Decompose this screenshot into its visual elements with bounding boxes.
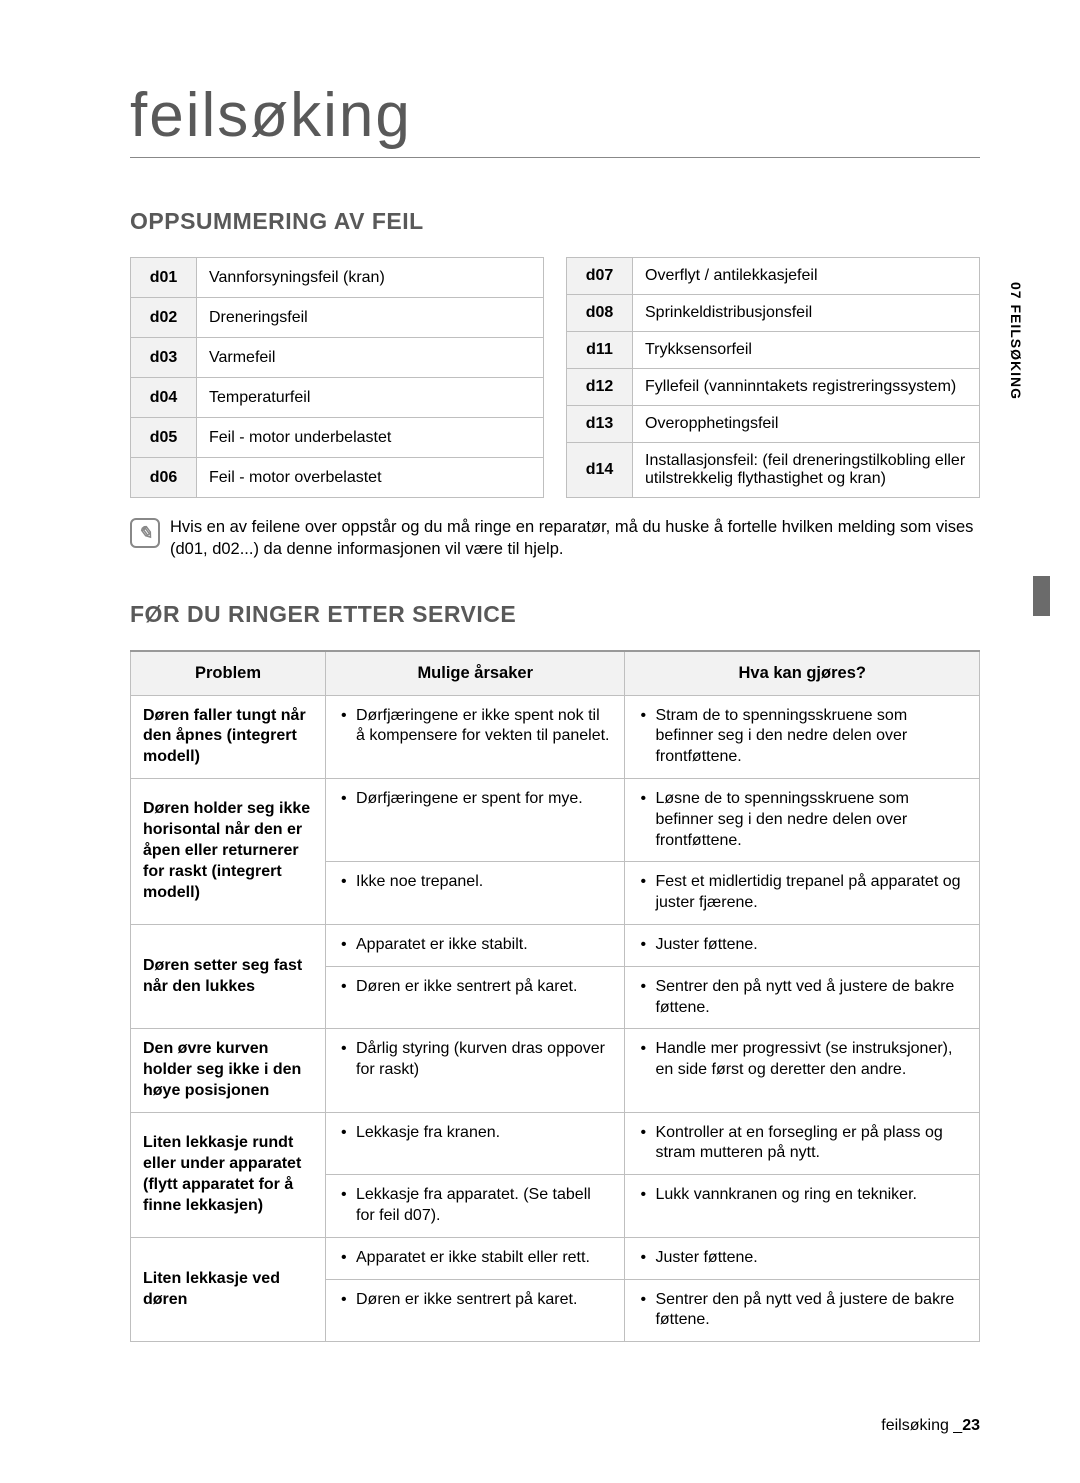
error-desc: Vannforsyningsfeil (kran): [197, 258, 544, 298]
error-desc: Fyllefeil (vanninntakets registreringssy…: [633, 369, 980, 406]
service-cause: Apparatet er ikke stabilt eller rett.: [326, 1237, 625, 1279]
side-chapter-tab: 07 FEILSØKING: [1008, 282, 1024, 400]
error-table-left: d01Vannforsyningsfeil (kran)d02Drenering…: [130, 257, 544, 498]
service-cause: Lekkasje fra apparatet. (Se tabell for f…: [326, 1175, 625, 1238]
service-cause: Ikke noe trepanel.: [326, 862, 625, 925]
service-problem: Døren holder seg ikke horisontal når den…: [131, 778, 326, 924]
error-code: d07: [567, 258, 633, 295]
service-action: Sentrer den på nytt ved å justere de bak…: [625, 966, 980, 1029]
col-problem: Problem: [131, 651, 326, 696]
error-row: d06Feil - motor overbelastet: [131, 458, 544, 498]
error-code: d01: [131, 258, 197, 298]
service-action: Handle mer progressivt (se instruksjoner…: [625, 1029, 980, 1112]
service-row: Liten lekkasje rundt eller under apparat…: [131, 1112, 980, 1175]
service-problem: Den øvre kurven holder seg ikke i den hø…: [131, 1029, 326, 1112]
service-action: Løsne de to spenningsskruene som befinne…: [625, 778, 980, 861]
error-desc: Installasjonsfeil: (feil dreneringstilko…: [633, 443, 980, 498]
service-problem: Liten lekkasje ved døren: [131, 1237, 326, 1341]
error-code-tables: d01Vannforsyningsfeil (kran)d02Drenering…: [130, 257, 980, 498]
error-row: d12Fyllefeil (vanninntakets registrering…: [567, 369, 980, 406]
error-code: d11: [567, 332, 633, 369]
error-desc: Feil - motor overbelastet: [197, 458, 544, 498]
error-row: d13Overopphetingsfeil: [567, 406, 980, 443]
service-row: Den øvre kurven holder seg ikke i den hø…: [131, 1029, 980, 1112]
note-text: Hvis en av feilene over oppstår og du må…: [170, 516, 980, 561]
footer-label: feilsøking _: [881, 1417, 962, 1434]
footer-page-number: 23: [962, 1417, 980, 1434]
service-cause: Døren er ikke sentrert på karet.: [326, 966, 625, 1029]
error-desc: Trykksensorfeil: [633, 332, 980, 369]
service-action: Juster føttene.: [625, 1237, 980, 1279]
service-cause: Lekkasje fra kranen.: [326, 1112, 625, 1175]
service-row: Døren setter seg fast når den lukkesAppa…: [131, 924, 980, 966]
page-content: feilsøking OPPSUMMERING AV FEIL d01Vannf…: [0, 0, 1080, 1402]
service-cause: Døren er ikke sentrert på karet.: [326, 1279, 625, 1342]
error-code: d12: [567, 369, 633, 406]
col-actions: Hva kan gjøres?: [625, 651, 980, 696]
service-row: Døren faller tungt når den åpnes (integr…: [131, 695, 980, 778]
page-footer: feilsøking _23: [881, 1417, 980, 1435]
tab-marker-bar: [1033, 576, 1050, 616]
service-cause: Dørfjæringene er ikke spent nok til å ko…: [326, 695, 625, 778]
col-causes: Mulige årsaker: [326, 651, 625, 696]
service-problem: Døren setter seg fast når den lukkes: [131, 924, 326, 1028]
error-row: d05Feil - motor underbelastet: [131, 418, 544, 458]
service-problem: Liten lekkasje rundt eller under apparat…: [131, 1112, 326, 1237]
error-desc: Dreneringsfeil: [197, 298, 544, 338]
error-code: d03: [131, 338, 197, 378]
service-table-header-row: Problem Mulige årsaker Hva kan gjøres?: [131, 651, 980, 696]
error-desc: Varmefeil: [197, 338, 544, 378]
error-desc: Sprinkeldistribusjonsfeil: [633, 295, 980, 332]
error-code: d04: [131, 378, 197, 418]
section-heading-errors: OPPSUMMERING AV FEIL: [130, 208, 980, 235]
error-code: d14: [567, 443, 633, 498]
error-desc: Feil - motor underbelastet: [197, 418, 544, 458]
error-code: d02: [131, 298, 197, 338]
service-action: Fest et midlertidig trepanel på apparate…: [625, 862, 980, 925]
error-row: d07Overflyt / antilekkasjefeil: [567, 258, 980, 295]
service-action: Kontroller at en forsegling er på plass …: [625, 1112, 980, 1175]
service-action: Lukk vannkranen og ring en tekniker.: [625, 1175, 980, 1238]
page-title: feilsøking: [130, 80, 980, 158]
error-code: d05: [131, 418, 197, 458]
error-code: d08: [567, 295, 633, 332]
service-row: Døren holder seg ikke horisontal når den…: [131, 778, 980, 861]
error-row: d08Sprinkeldistribusjonsfeil: [567, 295, 980, 332]
error-row: d03Varmefeil: [131, 338, 544, 378]
error-desc: Temperaturfeil: [197, 378, 544, 418]
note-icon: ✎: [130, 518, 160, 548]
error-row: d14Installasjonsfeil: (feil dreneringsti…: [567, 443, 980, 498]
service-cause: Apparatet er ikke stabilt.: [326, 924, 625, 966]
service-table: Problem Mulige årsaker Hva kan gjøres? D…: [130, 650, 980, 1343]
error-row: d01Vannforsyningsfeil (kran): [131, 258, 544, 298]
info-note: ✎ Hvis en av feilene over oppstår og du …: [130, 516, 980, 561]
service-action: Sentrer den på nytt ved å justere de bak…: [625, 1279, 980, 1342]
error-code: d06: [131, 458, 197, 498]
error-table-right: d07Overflyt / antilekkasjefeild08Sprinke…: [566, 257, 980, 498]
service-cause: Dårlig styring (kurven dras oppover for …: [326, 1029, 625, 1112]
error-row: d04Temperaturfeil: [131, 378, 544, 418]
service-problem: Døren faller tungt når den åpnes (integr…: [131, 695, 326, 778]
service-row: Liten lekkasje ved dørenApparatet er ikk…: [131, 1237, 980, 1279]
section-heading-service: FØR DU RINGER ETTER SERVICE: [130, 601, 980, 628]
error-desc: Overflyt / antilekkasjefeil: [633, 258, 980, 295]
error-code: d13: [567, 406, 633, 443]
service-cause: Dørfjæringene er spent for mye.: [326, 778, 625, 861]
service-action: Juster føttene.: [625, 924, 980, 966]
service-action: Stram de to spenningsskruene som befinne…: [625, 695, 980, 778]
error-row: d02Dreneringsfeil: [131, 298, 544, 338]
error-row: d11Trykksensorfeil: [567, 332, 980, 369]
error-desc: Overopphetingsfeil: [633, 406, 980, 443]
